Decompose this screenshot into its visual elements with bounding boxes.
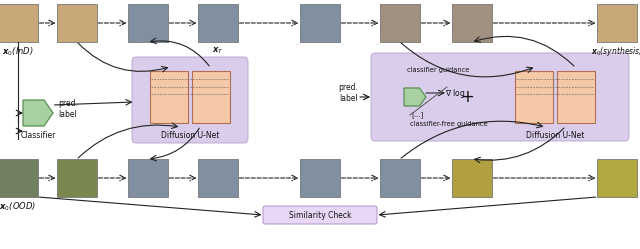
Bar <box>198 159 238 197</box>
Text: $\boldsymbol{x}_0$(synthesis): $\boldsymbol{x}_0$(synthesis) <box>591 45 640 58</box>
FancyBboxPatch shape <box>371 53 629 141</box>
Text: [...]: [...] <box>412 111 424 118</box>
Bar <box>300 159 340 197</box>
Bar <box>0 159 38 197</box>
Text: $\nabla$ log: $\nabla$ log <box>445 86 465 100</box>
Bar <box>300 4 340 42</box>
Bar <box>128 4 168 42</box>
Bar <box>597 159 637 197</box>
Bar <box>452 4 492 42</box>
Bar <box>198 4 238 42</box>
Polygon shape <box>23 100 53 126</box>
Polygon shape <box>192 71 230 123</box>
Text: $\boldsymbol{x}_0$(OOD): $\boldsymbol{x}_0$(OOD) <box>0 200 36 212</box>
Text: pred.
label: pred. label <box>338 83 358 103</box>
Polygon shape <box>404 88 426 106</box>
Polygon shape <box>557 71 595 123</box>
Bar <box>0 4 38 42</box>
Text: pred.
label: pred. label <box>58 99 78 119</box>
Polygon shape <box>515 71 553 123</box>
FancyBboxPatch shape <box>132 57 248 143</box>
Bar <box>57 4 97 42</box>
Text: Classifier: Classifier <box>20 131 56 140</box>
Text: Similarity Check: Similarity Check <box>289 210 351 220</box>
Bar <box>380 159 420 197</box>
Bar <box>597 4 637 42</box>
Text: Diffusion U-Net: Diffusion U-Net <box>526 131 584 140</box>
Bar <box>128 159 168 197</box>
Bar <box>452 159 492 197</box>
Text: classifier-free guidance: classifier-free guidance <box>410 121 488 127</box>
Polygon shape <box>150 71 188 123</box>
Text: Diffusion U-Net: Diffusion U-Net <box>161 131 219 140</box>
Text: classifier guidance: classifier guidance <box>407 67 469 73</box>
Bar <box>57 159 97 197</box>
Text: $\boldsymbol{x}_T$: $\boldsymbol{x}_T$ <box>212 45 224 56</box>
Text: +: + <box>460 88 474 106</box>
FancyBboxPatch shape <box>263 206 377 224</box>
Bar <box>380 4 420 42</box>
Text: $\boldsymbol{x}_0$(InD): $\boldsymbol{x}_0$(InD) <box>2 45 34 58</box>
